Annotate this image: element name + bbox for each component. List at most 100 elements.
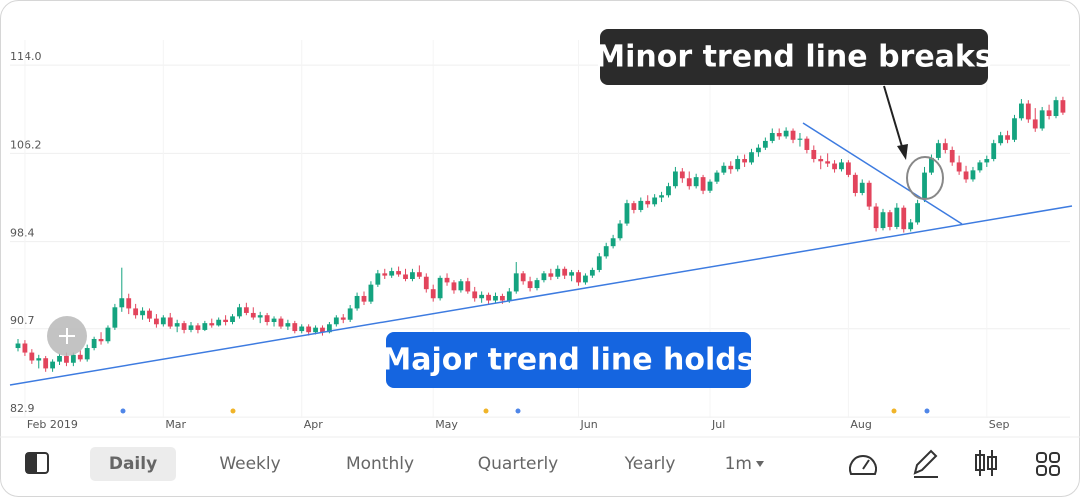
candle-body	[306, 326, 312, 333]
tab-selected[interactable]	[90, 447, 176, 481]
candle-body	[1053, 100, 1059, 117]
x-tick-label: May	[435, 418, 458, 431]
candle-body	[659, 195, 664, 198]
x-tick-label: Jul	[711, 418, 725, 431]
candle-body	[500, 295, 505, 301]
candle-body	[887, 212, 893, 227]
candle-body	[382, 273, 388, 276]
candle-body	[583, 275, 588, 283]
candle-body	[673, 171, 678, 187]
candle-body	[880, 212, 886, 229]
candle-body	[416, 272, 422, 277]
candle-body	[147, 310, 152, 319]
arrow-shaft	[883, 85, 904, 151]
event-dot	[891, 408, 897, 414]
candle-body	[963, 171, 969, 180]
candle-body	[15, 343, 21, 349]
candle-body	[423, 276, 429, 290]
candle-body	[984, 159, 990, 163]
candle-body	[686, 178, 692, 187]
candle-body	[991, 143, 997, 160]
candle-body	[894, 207, 900, 227]
candle-body	[1025, 103, 1031, 120]
candle-body	[818, 159, 824, 162]
candle-body	[603, 246, 609, 257]
candle-body	[403, 274, 408, 279]
candle-body	[576, 272, 581, 283]
candle-body	[873, 206, 879, 229]
candle-body	[361, 295, 367, 302]
layout-icon-fill	[26, 453, 37, 473]
candle-body	[901, 207, 907, 230]
candle-body	[866, 182, 872, 207]
candle-body	[50, 361, 55, 369]
candle-body	[160, 317, 166, 325]
tab[interactable]: Weekly	[219, 454, 280, 474]
draw-icon[interactable]	[913, 449, 938, 478]
candle-body	[769, 132, 775, 141]
y-tick-label: 98.4	[10, 227, 35, 240]
candle-body	[36, 358, 42, 361]
candle-body	[735, 159, 741, 170]
candle-body	[714, 172, 720, 182]
candle-body	[84, 348, 90, 360]
candle-body	[541, 273, 547, 281]
candle-body	[839, 162, 844, 170]
candle-body	[825, 161, 831, 164]
candle-body	[264, 315, 270, 323]
candle-body	[645, 200, 651, 205]
range-selector[interactable]: 1m	[725, 454, 752, 474]
candle-body	[70, 354, 76, 363]
x-tick-label: Apr	[304, 418, 324, 431]
grid-icon[interactable]	[1036, 452, 1060, 476]
tab[interactable]: Daily	[109, 454, 157, 474]
candle-body	[292, 323, 298, 332]
y-tick-label: 90.7	[10, 314, 35, 327]
candle-body	[202, 323, 208, 330]
candle-body	[693, 177, 699, 187]
candle-body	[707, 181, 713, 191]
candle-body	[1019, 103, 1024, 119]
candle-body	[257, 315, 263, 318]
candle-body	[437, 277, 443, 299]
candle-body	[652, 197, 658, 205]
candle-icon[interactable]	[975, 450, 997, 476]
candle-body	[430, 289, 436, 299]
candle-body	[610, 238, 616, 247]
candle-body	[112, 307, 118, 328]
candle-body	[327, 324, 332, 333]
candle-body	[1012, 118, 1017, 140]
candle-body	[230, 316, 235, 323]
speed-icon[interactable]	[849, 455, 877, 475]
candle-body	[167, 317, 173, 327]
event-dot	[483, 408, 489, 414]
candle-body	[811, 149, 817, 160]
candle-body	[506, 291, 512, 301]
candle-body	[555, 268, 561, 277]
candle-body	[368, 284, 374, 302]
candle-body	[126, 298, 132, 309]
event-dot	[120, 408, 126, 414]
candle-body	[1005, 135, 1010, 140]
arrow-head	[897, 144, 908, 160]
candle-body	[908, 222, 914, 230]
tab[interactable]: Yearly	[624, 454, 676, 474]
candle-body	[1046, 110, 1052, 117]
candle-body	[534, 280, 540, 289]
candle-body	[278, 318, 284, 327]
tab[interactable]: Quarterly	[478, 454, 558, 474]
tab[interactable]: Monthly	[346, 454, 414, 474]
candle-body	[832, 163, 837, 170]
candle-body	[569, 272, 574, 276]
candle-body	[721, 165, 727, 173]
candle-body	[797, 138, 803, 140]
candle-body	[313, 327, 318, 333]
candle-body	[465, 281, 471, 292]
candle-body	[43, 358, 49, 369]
candle-body	[154, 318, 159, 325]
candles	[15, 96, 1066, 372]
candle-body	[638, 200, 644, 210]
major-trend-line	[9, 205, 1073, 386]
candle-body	[742, 159, 747, 163]
y-tick-label: 82.9	[10, 402, 35, 415]
